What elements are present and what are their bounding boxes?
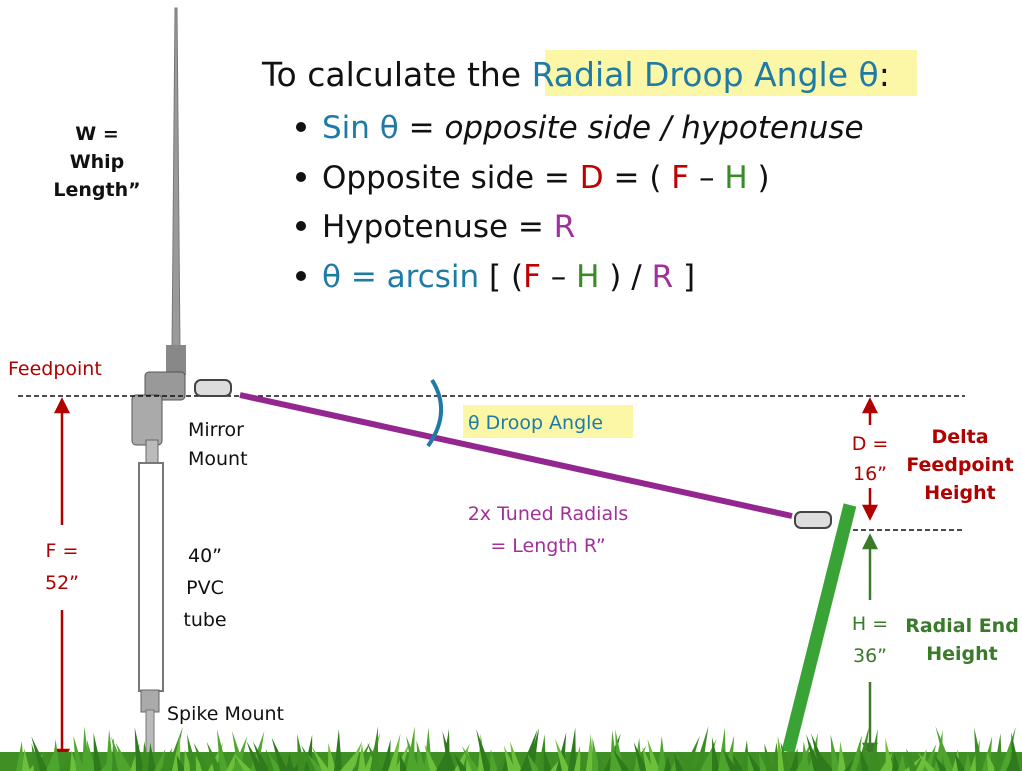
text: D xyxy=(580,160,604,196)
text: Radial End xyxy=(905,615,1019,637)
highlight xyxy=(545,50,917,96)
h-label: H = 36” xyxy=(852,613,888,667)
text: : xyxy=(879,55,890,94)
text: 40” xyxy=(188,545,222,567)
radials-label: 2x Tuned Radials = Length R” xyxy=(468,503,629,557)
angle-arc xyxy=(426,378,444,448)
grass xyxy=(0,726,1022,771)
text: Hypotenuse = xyxy=(322,209,554,245)
text: Length” xyxy=(53,179,140,201)
text: W = xyxy=(75,123,119,145)
text: Delta xyxy=(931,426,988,448)
text: D = xyxy=(852,433,889,455)
text: 52” xyxy=(45,572,79,594)
text: Opposite side = xyxy=(322,160,580,196)
d-label: D = 16” xyxy=(852,433,889,485)
text: H = xyxy=(852,613,888,635)
text: ) xyxy=(748,160,770,196)
text: = xyxy=(399,110,445,146)
text: F = xyxy=(46,540,79,562)
text: Feedpoint xyxy=(906,454,1013,476)
text: F xyxy=(671,160,689,196)
text: – xyxy=(541,259,576,295)
spike-mount-label: Spike Mount xyxy=(167,703,284,725)
bullet: Hypotenuse = R xyxy=(322,209,575,245)
spike xyxy=(145,709,155,771)
pvc-tube xyxy=(138,462,164,692)
text: ] xyxy=(673,259,695,295)
text: Radial Droop Angle θ xyxy=(532,55,879,94)
text: opposite side / hypotenuse xyxy=(444,110,863,146)
text: ) / xyxy=(599,259,651,295)
text: – xyxy=(689,160,724,196)
radial-end-label: Radial End Height xyxy=(905,615,1019,665)
stake xyxy=(781,503,857,754)
bullet: Opposite side = D = ( F – H ) xyxy=(322,160,770,196)
text: = ( xyxy=(604,160,672,196)
highlight xyxy=(463,405,633,438)
text: θ = arcsin xyxy=(322,259,479,295)
text: = Length R” xyxy=(490,535,605,557)
whip-label: W = Whip Length” xyxy=(53,123,140,201)
f-label: F = 52” xyxy=(45,540,79,594)
bullets xyxy=(296,122,306,281)
pvc-label: 40” PVC tube xyxy=(183,545,226,631)
mirror-mount-label: Mirror Mount xyxy=(188,419,248,470)
text: H xyxy=(576,259,599,295)
radial xyxy=(239,392,793,519)
text: Mount xyxy=(188,448,248,470)
text: R xyxy=(652,259,674,295)
insulator xyxy=(194,379,832,529)
text: 2x Tuned Radials xyxy=(468,503,629,525)
spike-mount xyxy=(140,689,160,713)
bullet: θ = arcsin [ (F – H ) / R ] xyxy=(322,259,695,295)
feedpoint-label: Feedpoint xyxy=(8,358,102,380)
text: [ ( xyxy=(479,259,523,295)
bullet: Sin θ = opposite side / hypotenuse xyxy=(322,110,864,146)
text: To calculate the xyxy=(261,55,532,94)
mount xyxy=(131,394,163,446)
text: Mirror xyxy=(188,419,244,441)
text: Whip xyxy=(70,151,125,173)
text: tube xyxy=(183,609,226,631)
whip xyxy=(171,7,181,351)
text: Height xyxy=(926,643,998,665)
mount xyxy=(144,371,186,401)
mount xyxy=(166,345,186,375)
delta-label: Delta Feedpoint Height xyxy=(906,426,1013,504)
text: Height xyxy=(924,482,996,504)
text: PVC xyxy=(186,577,224,599)
text: F xyxy=(523,259,541,295)
text: R xyxy=(554,209,576,245)
text: 36” xyxy=(853,645,887,667)
text: Sin θ xyxy=(322,110,399,146)
formula-title: To calculate the Radial Droop Angle θ: xyxy=(261,55,890,94)
text: H xyxy=(724,160,747,196)
text: 16” xyxy=(853,463,887,485)
mount xyxy=(145,439,159,466)
droop-angle-label: θ Droop Angle xyxy=(468,412,603,434)
